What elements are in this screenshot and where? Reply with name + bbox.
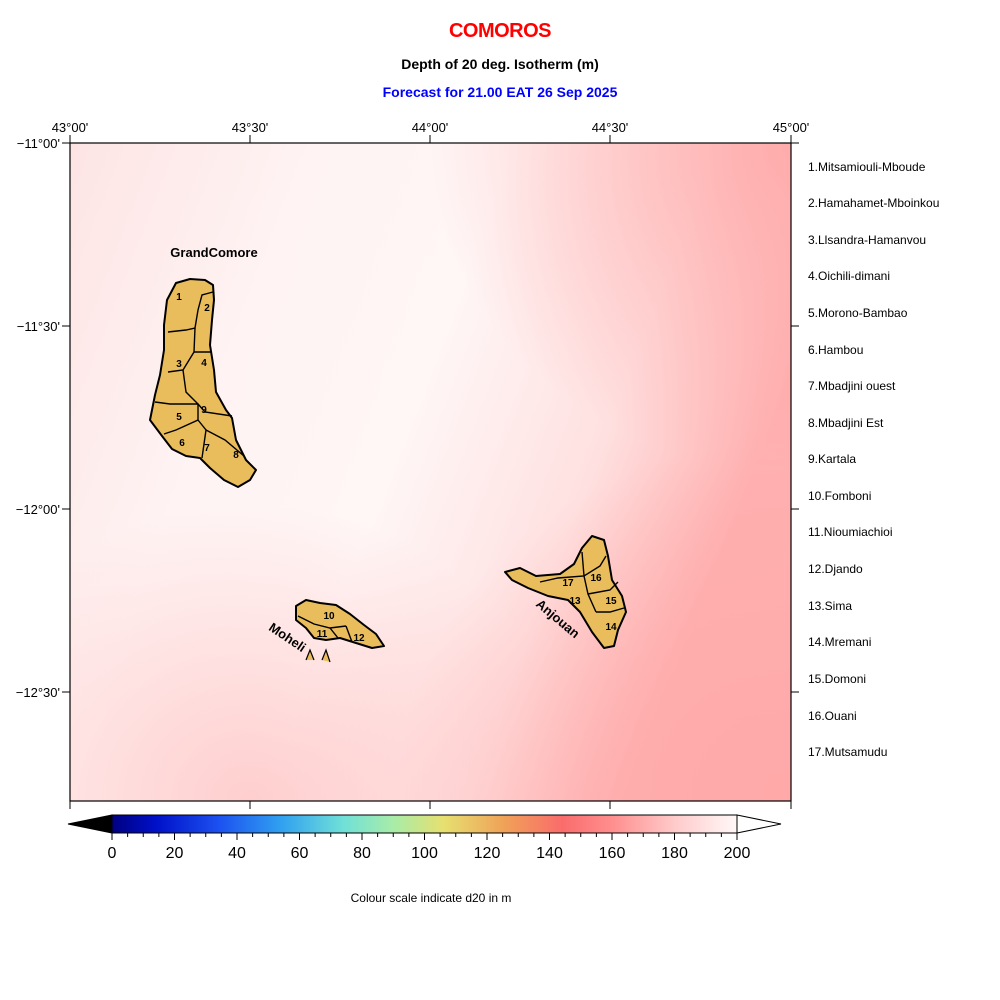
legend-item: 14.Mremani <box>808 635 871 649</box>
colorbar-tick-label: 120 <box>474 845 501 862</box>
region-number: 15 <box>605 596 617 607</box>
colorbar-caption: Colour scale indicate d20 in m <box>351 891 512 905</box>
legend-item: 17.Mutsamudu <box>808 745 887 759</box>
legend-item: 12.Djando <box>808 562 863 576</box>
region-number: 5 <box>176 412 182 423</box>
region-number: 14 <box>605 622 617 633</box>
region-number: 8 <box>233 450 239 461</box>
colorbar-tick-label: 0 <box>108 845 117 862</box>
region-number: 4 <box>201 358 207 369</box>
lon-tick-label: 44°00' <box>412 120 449 135</box>
legend-item: 3.Llsandra-Hamanvou <box>808 233 926 247</box>
colorbar-tick-label: 180 <box>661 845 688 862</box>
region-number: 10 <box>323 611 335 622</box>
forecast-time: Forecast for 21.00 EAT 26 Sep 2025 <box>382 84 618 100</box>
legend-item: 1.Mitsamiouli-Mboude <box>808 160 926 174</box>
region-legend: 1.Mitsamiouli-Mboude 2.Hamahamet-Mboinko… <box>808 160 939 759</box>
lat-tick-label: −11°30' <box>17 319 60 334</box>
region-number: 9 <box>201 405 207 416</box>
lat-tick-label: −12°00' <box>16 502 60 517</box>
region-number: 17 <box>562 578 574 589</box>
colorbar-tick-label: 80 <box>353 845 371 862</box>
lat-tick-label: −11°00' <box>17 136 60 151</box>
region-number: 3 <box>176 359 182 370</box>
region-number: 11 <box>317 629 328 640</box>
lon-tick-label: 44°30' <box>592 120 629 135</box>
island-grand-comore: 1 2 3 4 5 6 7 8 9 GrandComore <box>149 245 258 488</box>
colorbar-tick-label: 60 <box>291 845 309 862</box>
region-number: 6 <box>179 438 185 449</box>
lat-tick-label: −12°30' <box>16 685 60 700</box>
legend-item: 7.Mbadjini ouest <box>808 379 896 393</box>
legend-item: 9.Kartala <box>808 452 856 466</box>
region-number: 12 <box>353 633 365 644</box>
legend-item: 4.Oichili-dimani <box>808 269 890 283</box>
legend-item: 6.Hambou <box>808 343 863 357</box>
legend-item: 2.Hamahamet-Mboinkou <box>808 196 939 210</box>
map-subtitle: Depth of 20 deg. Isotherm (m) <box>401 56 599 72</box>
colorbar-tick-label: 100 <box>411 845 438 862</box>
lon-tick-label: 45°00' <box>773 120 810 135</box>
region-number: 13 <box>569 596 581 607</box>
legend-item: 13.Sima <box>808 599 852 613</box>
legend-item: 15.Domoni <box>808 672 866 686</box>
region-number: 7 <box>204 443 210 454</box>
colorbar-tick-label: 160 <box>599 845 626 862</box>
legend-item: 10.Fomboni <box>808 489 871 503</box>
region-number: 16 <box>590 573 602 584</box>
map-frame <box>62 135 799 809</box>
island-label-grand-comore: GrandComore <box>170 245 257 260</box>
legend-item: 5.Morono-Bambao <box>808 306 908 320</box>
legend-item: 16.Ouani <box>808 709 857 723</box>
map-field <box>70 143 791 801</box>
legend-item: 8.Mbadjini Est <box>808 416 884 430</box>
lon-tick-label: 43°30' <box>232 120 269 135</box>
colorbar-tick-label: 40 <box>228 845 246 862</box>
colorbar-tick-label: 200 <box>724 845 751 862</box>
colorbar-tick-label: 140 <box>536 845 563 862</box>
map-title: COMOROS <box>448 20 552 42</box>
colorbar: 0 20 40 60 80 100 120 140 160 180 200 Co… <box>67 814 782 905</box>
colorbar-tick-label: 20 <box>166 845 184 862</box>
axis-labels: 43°00' 43°30' 44°00' 44°30' 45°00' −11°0… <box>16 120 810 700</box>
region-number: 2 <box>204 303 210 314</box>
legend-item: 11.Nioumiachioi <box>808 525 893 539</box>
region-number: 1 <box>176 292 182 303</box>
lon-tick-label: 43°00' <box>52 120 89 135</box>
